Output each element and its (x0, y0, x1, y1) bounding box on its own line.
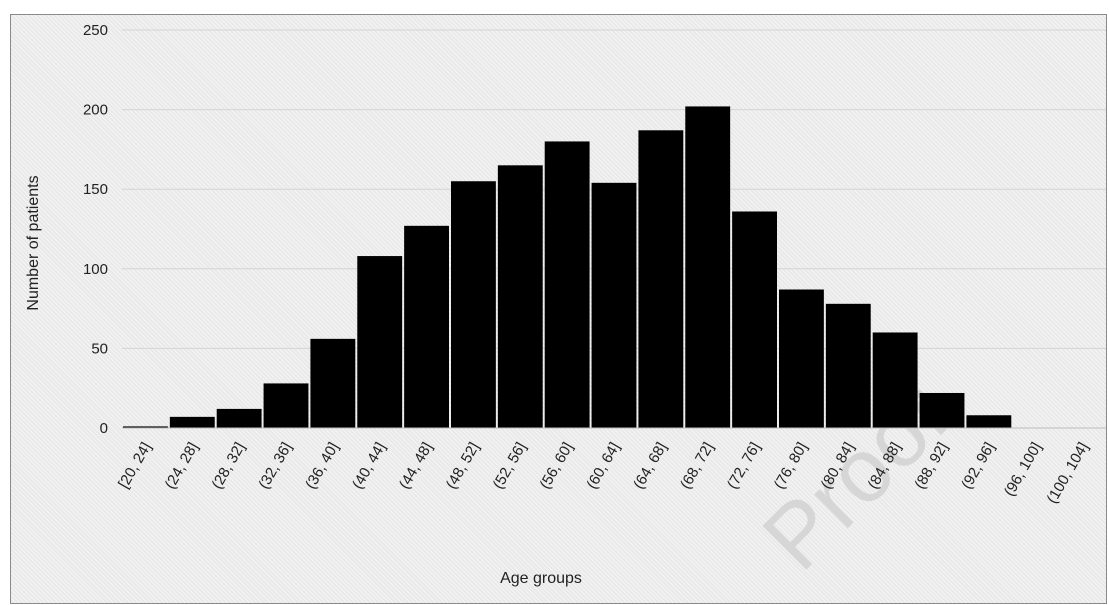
x-tick-label: (56, 60] (536, 440, 576, 493)
y-axis-title: Number of patients (25, 175, 42, 310)
bar (404, 225, 449, 428)
bar (779, 289, 824, 428)
x-axis-title: Age groups (500, 570, 582, 587)
x-tick-label: (96, 100] (1001, 440, 1045, 500)
y-tick-label: 100 (83, 261, 108, 278)
y-tick-label: 200 (83, 102, 108, 119)
x-tick-label: (28, 32] (208, 440, 248, 493)
bar (544, 141, 590, 428)
x-tick-label: (92, 96] (958, 440, 998, 493)
y-tick-label: 50 (91, 340, 108, 357)
x-tick-label: (72, 76] (724, 440, 764, 493)
bar (497, 165, 543, 428)
x-tick-label: (24, 28] (162, 440, 202, 493)
bar (216, 408, 262, 428)
bar (825, 303, 871, 428)
header-fragment (0, 0, 1109, 14)
bar (357, 256, 403, 428)
bar (919, 392, 965, 428)
bar (169, 416, 215, 428)
y-tick-label: 0 (100, 420, 108, 437)
x-tick-label: (100, 104] (1044, 440, 1093, 507)
x-tick-label: (64, 68] (630, 440, 670, 493)
x-tick-label: (52, 56] (490, 440, 530, 493)
y-tick-label: 250 (83, 22, 108, 39)
y-axis-ticks: 0 50 100 150 200 250 (83, 22, 108, 437)
y-tick-label: 150 (83, 181, 108, 198)
x-tick-label: (32, 36] (255, 440, 295, 493)
bar (591, 182, 637, 428)
x-axis-ticks: [20, 24] (24, 28] (28, 32] (32, 36] (36, 40]… (115, 440, 1092, 507)
x-tick-label: (40, 44] (349, 440, 389, 493)
x-tick-label: (68, 72] (677, 440, 717, 493)
chart-frame: Proof 0 50 100 150 200 250 [20, 24] (24, 28] (2… (10, 14, 1107, 604)
bar (685, 106, 731, 429)
bar (732, 211, 777, 428)
bar (451, 181, 496, 428)
bar (123, 426, 168, 428)
bars (123, 106, 1012, 429)
bar (263, 383, 309, 428)
x-tick-label: [20, 24] (115, 440, 155, 492)
bar (638, 130, 684, 429)
x-tick-label: (36, 40] (302, 440, 342, 493)
x-tick-label: (44, 48] (396, 440, 436, 493)
bar (966, 415, 1012, 428)
bar (310, 338, 356, 428)
x-tick-label: (60, 64] (583, 440, 623, 493)
x-tick-label: (48, 52] (443, 440, 483, 493)
bar (872, 332, 918, 428)
